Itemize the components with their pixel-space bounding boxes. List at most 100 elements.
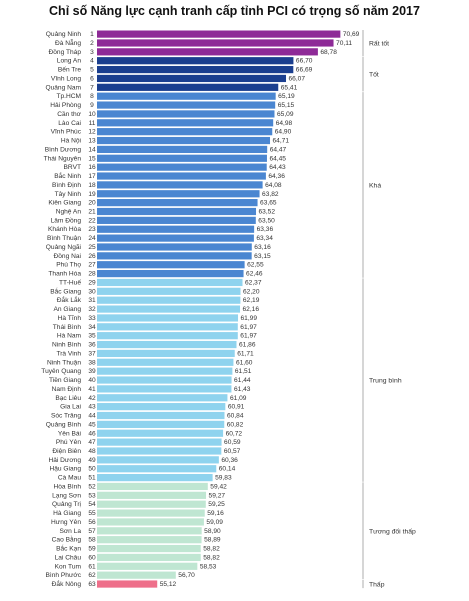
province-label: Vĩnh Phúc [51, 129, 82, 136]
province-label: Đắk Lắk [57, 295, 82, 304]
value-label: 62,37 [245, 279, 262, 286]
bar [97, 225, 255, 233]
bar [97, 39, 334, 47]
chart-title: Chỉ số Năng lực cạnh tranh cấp tỉnh PCI … [49, 4, 420, 18]
province-label: Thái Bình [53, 324, 82, 331]
rank-label: 19 [88, 191, 96, 198]
bar [97, 482, 208, 491]
rank-label: 22 [88, 217, 96, 224]
bar [97, 420, 225, 428]
group-label: Tương đối thấp [369, 526, 416, 535]
value-label: 60,91 [228, 404, 245, 411]
bar [97, 571, 176, 579]
province-label: Gia Lai [60, 404, 81, 411]
rank-label: 56 [88, 519, 96, 526]
bar [97, 376, 232, 384]
rank-label: 35 [88, 333, 96, 340]
province-label: Lai Châu [55, 554, 82, 561]
province-label: Yên Bái [58, 430, 82, 437]
rank-label: 27 [88, 262, 96, 269]
bar [97, 403, 226, 411]
value-label: 63,15 [254, 253, 271, 260]
bar [97, 349, 235, 358]
rank-label: 16 [88, 164, 96, 171]
value-label: 64,47 [270, 146, 287, 153]
bar [97, 65, 294, 74]
province-label: Lâm Đồng [51, 215, 82, 224]
group-label: Khá [369, 182, 381, 189]
province-label: Bắc Kạn [56, 544, 81, 553]
rank-label: 10 [88, 111, 96, 118]
rank-label: 58 [88, 537, 96, 544]
province-label: Bình Dương [45, 146, 82, 153]
bar [97, 57, 294, 65]
bar [97, 323, 238, 331]
bar [97, 83, 279, 91]
group-label: Thấp [369, 580, 385, 589]
province-label: Hưng Yên [51, 519, 81, 526]
province-label: Quảng Trị [52, 501, 81, 508]
value-label: 65,19 [278, 93, 295, 100]
rank-label: 4 [90, 58, 94, 65]
bar [97, 536, 202, 544]
province-label: Hải Dương [48, 457, 81, 464]
province-label: Bắc Giang [50, 286, 81, 295]
province-label: Cà Mau [58, 475, 81, 482]
rank-label: 45 [88, 421, 96, 428]
value-label: 64,43 [269, 164, 286, 171]
rank-label: 28 [88, 271, 96, 278]
rank-label: 33 [88, 315, 96, 322]
bar [97, 527, 202, 535]
rank-label: 38 [88, 359, 96, 366]
rank-label: 63 [88, 581, 96, 588]
rank-label: 42 [88, 395, 96, 402]
bar [97, 163, 267, 171]
rank-label: 25 [88, 244, 96, 251]
value-label: 59,16 [207, 510, 224, 517]
rank-label: 53 [88, 492, 96, 499]
bar [97, 314, 239, 322]
bar [97, 269, 244, 278]
province-label: Đà Nẵng [55, 38, 81, 47]
rank-label: 57 [88, 528, 96, 535]
value-label: 66,07 [289, 75, 306, 82]
rank-label: 40 [88, 377, 96, 384]
rank-label: 39 [88, 368, 96, 375]
rank-label: 8 [90, 93, 94, 100]
value-label: 62,16 [243, 306, 260, 313]
rank-label: 29 [88, 279, 96, 286]
province-label: Cần thơ [57, 109, 81, 118]
value-label: 59,27 [209, 492, 226, 499]
bar [97, 367, 233, 375]
rank-label: 12 [88, 129, 96, 136]
group-label: Tốt [369, 70, 379, 79]
value-label: 63,16 [254, 244, 271, 251]
value-label: 70,69 [343, 31, 360, 38]
value-label: 61,60 [236, 359, 253, 366]
rank-label: 23 [88, 226, 96, 233]
value-label: 61,44 [234, 377, 251, 384]
rank-label: 14 [88, 146, 96, 153]
province-label: Khánh Hòa [48, 226, 81, 233]
bar [97, 509, 205, 517]
province-label: Tiền Giang [49, 375, 81, 384]
province-label: Hà Nam [57, 333, 82, 340]
value-label: 61,97 [240, 324, 257, 331]
value-label: 59,25 [208, 501, 225, 508]
bar [97, 234, 254, 242]
bar [97, 216, 256, 224]
value-label: 68,78 [320, 49, 337, 56]
province-label: Bình Phước [46, 572, 82, 579]
province-label: Bến Tre [58, 65, 81, 74]
province-label: Vĩnh Long [51, 75, 81, 82]
province-label: Phú Yên [56, 439, 82, 446]
bar [97, 456, 219, 464]
province-label: Đồng Nai [54, 251, 82, 260]
rank-label: 24 [88, 235, 96, 242]
value-label: 66,69 [296, 67, 313, 74]
value-label: 62,19 [243, 297, 260, 304]
rank-label: 17 [88, 173, 96, 180]
value-label: 62,55 [247, 262, 264, 269]
rank-label: 9 [90, 102, 94, 109]
